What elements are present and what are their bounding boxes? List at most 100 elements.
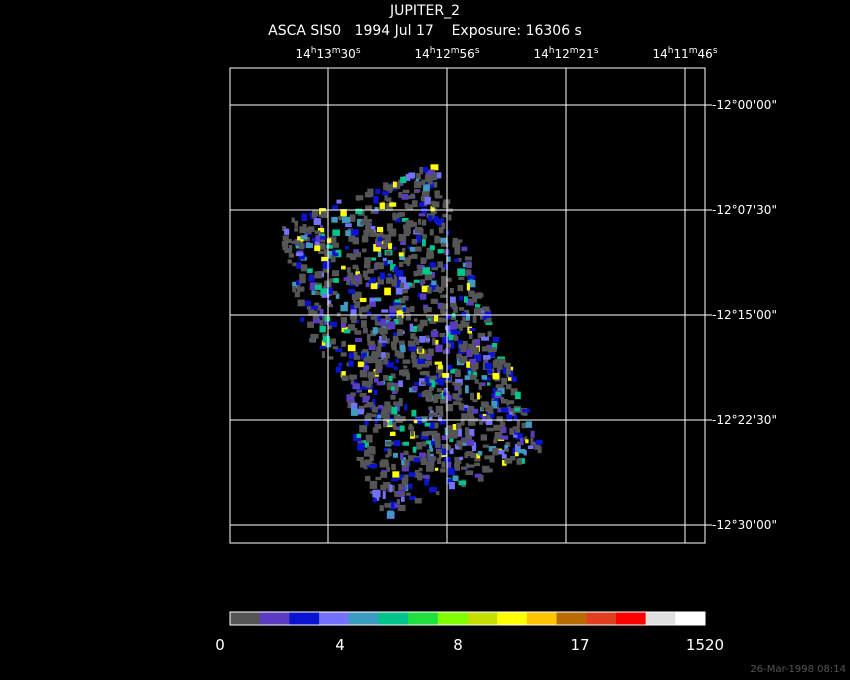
noise-pixel <box>448 214 452 221</box>
noise-pixel <box>385 441 394 445</box>
noise-pixel <box>350 392 356 397</box>
noise-pixel <box>507 377 512 381</box>
noise-pixel <box>425 360 433 366</box>
noise-pixel <box>437 378 443 385</box>
ra-value: 11 <box>673 47 688 61</box>
noise-pixel <box>309 212 314 216</box>
noise-pixel <box>456 422 462 430</box>
noise-pixel <box>421 285 430 293</box>
noise-pixel <box>389 314 395 319</box>
noise-pixel <box>447 461 452 469</box>
noise-pixel <box>347 344 356 352</box>
ra-unit: h <box>668 46 674 56</box>
noise-pixel <box>375 239 382 248</box>
noise-pixel <box>449 288 454 294</box>
noise-pixel <box>382 339 386 347</box>
noise-pixel <box>295 252 304 257</box>
noise-pixel <box>346 267 351 273</box>
noise-pixel <box>442 335 450 344</box>
noise-pixel <box>356 433 362 438</box>
noise-pixel <box>381 309 389 313</box>
noise-pixel <box>365 380 372 388</box>
noise-pixel <box>462 262 468 268</box>
noise-pixel <box>477 474 484 482</box>
noise-pixel <box>432 339 439 345</box>
noise-pixel <box>345 245 349 250</box>
noise-pixel <box>469 333 473 339</box>
noise-pixel <box>306 243 314 248</box>
noise-pixel <box>367 340 375 346</box>
noise-pixel <box>466 313 471 321</box>
noise-pixel <box>348 289 355 294</box>
noise-pixel <box>338 362 343 367</box>
noise-pixel <box>422 474 430 479</box>
noise-pixel <box>368 385 374 392</box>
noise-pixel <box>402 289 408 294</box>
noise-pixel <box>361 320 367 328</box>
ra-unit: m <box>332 46 341 56</box>
noise-pixel <box>312 318 321 324</box>
noise-pixel <box>394 282 402 288</box>
noise-pixel <box>447 343 451 348</box>
noise-pixel <box>327 300 332 306</box>
noise-pixel <box>409 496 417 500</box>
noise-pixel <box>386 223 393 232</box>
noise-pixel <box>429 245 435 251</box>
noise-pixel <box>292 262 299 267</box>
noise-pixel <box>408 172 416 178</box>
title: JUPITER_2 <box>389 3 460 19</box>
noise-pixel <box>530 437 534 446</box>
noise-pixel <box>355 271 360 278</box>
noise-pixel <box>376 381 384 386</box>
noise-pixel <box>392 421 397 429</box>
noise-pixel <box>501 407 509 413</box>
noise-pixel <box>400 176 407 184</box>
ra-value: 56 <box>460 47 475 61</box>
noise-pixel <box>399 369 406 376</box>
noise-pixel <box>492 388 496 392</box>
noise-pixel <box>375 188 381 195</box>
noise-pixel <box>332 242 339 248</box>
noise-pixel <box>447 467 456 476</box>
dec-label: -12°07'30" <box>712 203 777 217</box>
noise-pixel <box>384 287 391 296</box>
noise-pixel <box>497 449 505 455</box>
noise-pixel <box>312 209 318 218</box>
noise-pixel <box>381 334 387 341</box>
noise-pixel <box>379 272 386 280</box>
noise-pixel <box>448 335 454 341</box>
noise-pixel <box>455 378 463 386</box>
noise-pixel <box>298 242 305 250</box>
noise-pixel <box>366 333 371 342</box>
noise-pixel <box>352 383 360 390</box>
noise-pixel <box>372 406 379 413</box>
noise-pixel <box>371 351 380 355</box>
noise-pixel <box>471 347 480 355</box>
noise-pixel <box>402 359 411 364</box>
noise-pixel <box>434 422 439 429</box>
noise-pixel <box>461 413 466 421</box>
noise-pixel <box>446 328 453 334</box>
noise-pixel <box>513 433 518 438</box>
noise-pixel <box>341 341 346 347</box>
noise-pixel <box>466 349 473 358</box>
noise-pixel <box>374 319 383 326</box>
noise-pixel <box>371 355 379 363</box>
noise-pixel <box>398 297 406 304</box>
noise-pixel <box>375 367 383 373</box>
noise-pixel <box>376 346 382 354</box>
noise-pixel <box>358 307 363 315</box>
noise-pixel <box>351 380 355 385</box>
noise-pixel <box>422 431 430 437</box>
noise-pixel <box>414 318 418 322</box>
noise-pixel <box>484 362 493 370</box>
noise-pixel <box>319 325 326 333</box>
noise-pixel <box>419 166 424 175</box>
noise-pixel <box>438 364 443 370</box>
noise-pixel <box>377 276 385 285</box>
ra-label: 14h12m56s <box>414 46 479 61</box>
noise-pixel <box>413 279 420 283</box>
ra-value: 30 <box>341 47 356 61</box>
noise-pixel <box>410 326 418 332</box>
noise-pixel <box>393 273 398 281</box>
